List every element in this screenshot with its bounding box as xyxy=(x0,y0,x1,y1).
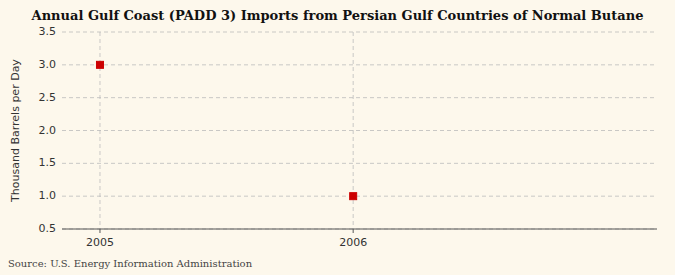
y-tick-label: 3.0 xyxy=(39,58,57,71)
point xyxy=(350,193,357,200)
y-grid-line xyxy=(62,229,657,230)
y-grid-line xyxy=(62,130,657,131)
y-grid-line xyxy=(62,32,657,33)
grid xyxy=(62,32,657,229)
source-note: Source: U.S. Energy Information Administ… xyxy=(8,258,253,269)
y-grid-line xyxy=(62,163,657,164)
x-tick xyxy=(353,229,354,233)
y-tick-label: 1.0 xyxy=(39,189,57,202)
chart: 0.5 1.0 1.5 2.0 2.5 3.0 3.5 2005 2006 Annual Gulf… xyxy=(0,0,675,275)
x-axis-line xyxy=(62,229,657,230)
background xyxy=(0,0,675,275)
y-grid-line xyxy=(62,97,657,98)
y-grid-line xyxy=(62,196,657,197)
y-tick-label: 2.0 xyxy=(39,124,57,137)
points xyxy=(96,61,356,199)
y-axis-label: Thousand Barrels per Day xyxy=(9,59,22,203)
y-tick-label: 3.5 xyxy=(39,25,57,38)
x-tick-label: 2006 xyxy=(339,236,367,249)
x-tick-label: 2005 xyxy=(86,236,114,249)
y-tick-label: 2.5 xyxy=(39,91,57,104)
point xyxy=(96,61,103,68)
y-grid-line xyxy=(62,64,657,65)
x-tick xyxy=(99,229,100,233)
title: Annual Gulf Coast (PADD 3) Imports from … xyxy=(31,8,644,23)
y-tick-label: 0.5 xyxy=(39,222,57,235)
y-tick-label: 1.5 xyxy=(39,156,57,169)
